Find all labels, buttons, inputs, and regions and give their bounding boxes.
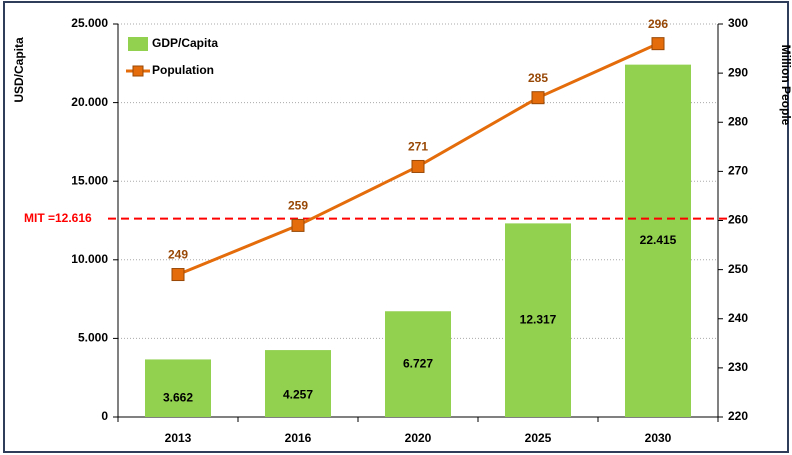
bar: [145, 359, 211, 417]
y2-tick-label: 300: [728, 16, 748, 30]
y-axis-label: USD/Capita: [12, 37, 26, 103]
line-value-label: 271: [408, 140, 428, 154]
line-value-label: 259: [288, 199, 308, 213]
y-tick-label: 25.000: [71, 16, 108, 30]
y2-tick-label: 290: [728, 65, 748, 79]
y-tick-label: 10.000: [71, 252, 108, 266]
bar-value-label: 4.257: [283, 388, 313, 402]
y-tick-label: 0: [101, 409, 108, 423]
bar-value-label: 3.662: [163, 390, 193, 404]
bar-value-label: 22.415: [640, 233, 677, 247]
y2-tick-label: 220: [728, 409, 748, 423]
x-tick-label: 2030: [645, 431, 672, 445]
legend-swatch: [128, 37, 148, 51]
line-marker: [531, 91, 545, 105]
reference-label: MIT =12.616: [24, 211, 92, 225]
y-tick-label: 20.000: [71, 95, 108, 109]
line-marker: [411, 159, 425, 173]
y2-tick-label: 280: [728, 114, 748, 128]
y2-axis-label: Million People: [779, 45, 792, 126]
y2-tick-label: 240: [728, 311, 748, 325]
line-marker: [651, 37, 665, 51]
x-tick-label: 2016: [285, 431, 312, 445]
line-marker: [291, 218, 305, 232]
y2-tick-label: 270: [728, 164, 748, 178]
line-value-label: 285: [528, 71, 548, 85]
x-tick-label: 2013: [165, 431, 192, 445]
line-value-label: 249: [168, 248, 188, 262]
legend-label: Population: [152, 63, 214, 77]
legend-marker: [132, 65, 144, 77]
bar: [385, 311, 451, 417]
y2-tick-label: 260: [728, 213, 748, 227]
bar-value-label: 6.727: [403, 356, 433, 370]
bar: [625, 64, 691, 417]
legend-label: GDP/Capita: [152, 36, 218, 50]
y2-tick-label: 250: [728, 262, 748, 276]
bar-value-label: 12.317: [520, 312, 557, 326]
bar: [505, 223, 571, 417]
y-tick-label: 5.000: [78, 331, 108, 345]
line-marker: [171, 268, 185, 282]
y-tick-label: 15.000: [71, 173, 108, 187]
x-tick-label: 2025: [525, 431, 552, 445]
x-tick-label: 2020: [405, 431, 432, 445]
line-value-label: 296: [648, 17, 668, 31]
y2-tick-label: 230: [728, 360, 748, 374]
bar: [265, 350, 331, 417]
